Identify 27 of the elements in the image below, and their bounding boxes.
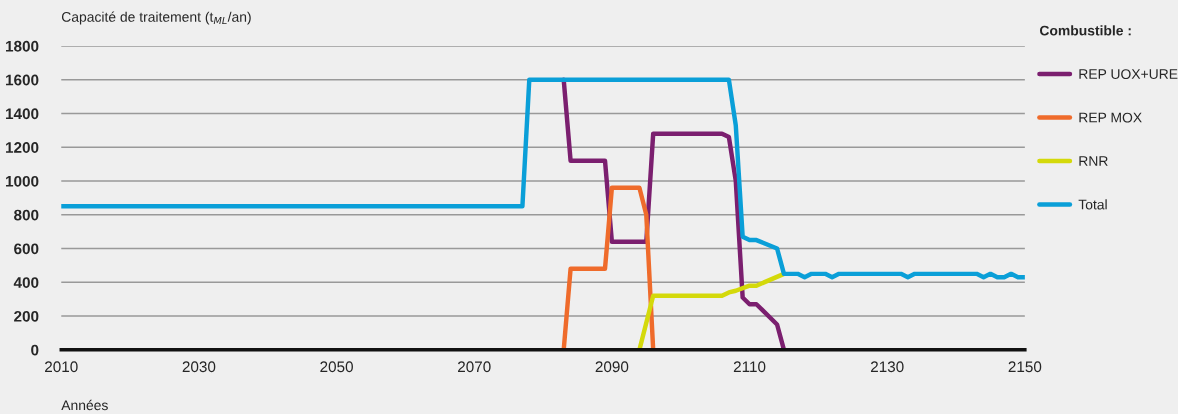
legend-label: RNR — [1079, 156, 1108, 166]
y-tick-label: 1400 — [6, 108, 39, 120]
y-tick-label: 1800 — [6, 40, 39, 52]
y-tick-label: 1600 — [6, 74, 39, 86]
x-tick-label: 2110 — [733, 361, 766, 373]
line-series — [61, 77, 1025, 280]
y-axis-title: Capacité de traitement (t$_{ML}$/an) — [61, 11, 251, 25]
x-tick-label: 2050 — [320, 361, 353, 373]
y-tick-label: 200 — [14, 310, 39, 322]
y-tick-label: 400 — [13, 277, 39, 288]
y-tick-label: 0 — [31, 344, 39, 356]
x-tick-label: 2030 — [182, 361, 216, 373]
x-tick-label: 2090 — [595, 361, 629, 373]
legend-label: REP MOX — [1079, 112, 1142, 123]
line-series — [561, 185, 656, 350]
y-tick-label: 600 — [14, 243, 39, 255]
y-tick-label: 800 — [14, 209, 39, 221]
x-tick-label: 2070 — [458, 361, 491, 373]
x-tick-label: 2010 — [45, 361, 78, 373]
x-axis-title: Années — [61, 399, 108, 411]
legend-label: REP UOX+URE — [1079, 69, 1178, 79]
x-tick-label: 2150 — [1008, 361, 1042, 373]
legend-label: Total — [1078, 199, 1107, 210]
x-tick-label: 2130 — [870, 361, 904, 373]
y-tick-label: 1200 — [6, 142, 39, 153]
y-tick-label: 1000 — [6, 175, 39, 187]
legend-title: Combustible : — [1039, 25, 1131, 36]
